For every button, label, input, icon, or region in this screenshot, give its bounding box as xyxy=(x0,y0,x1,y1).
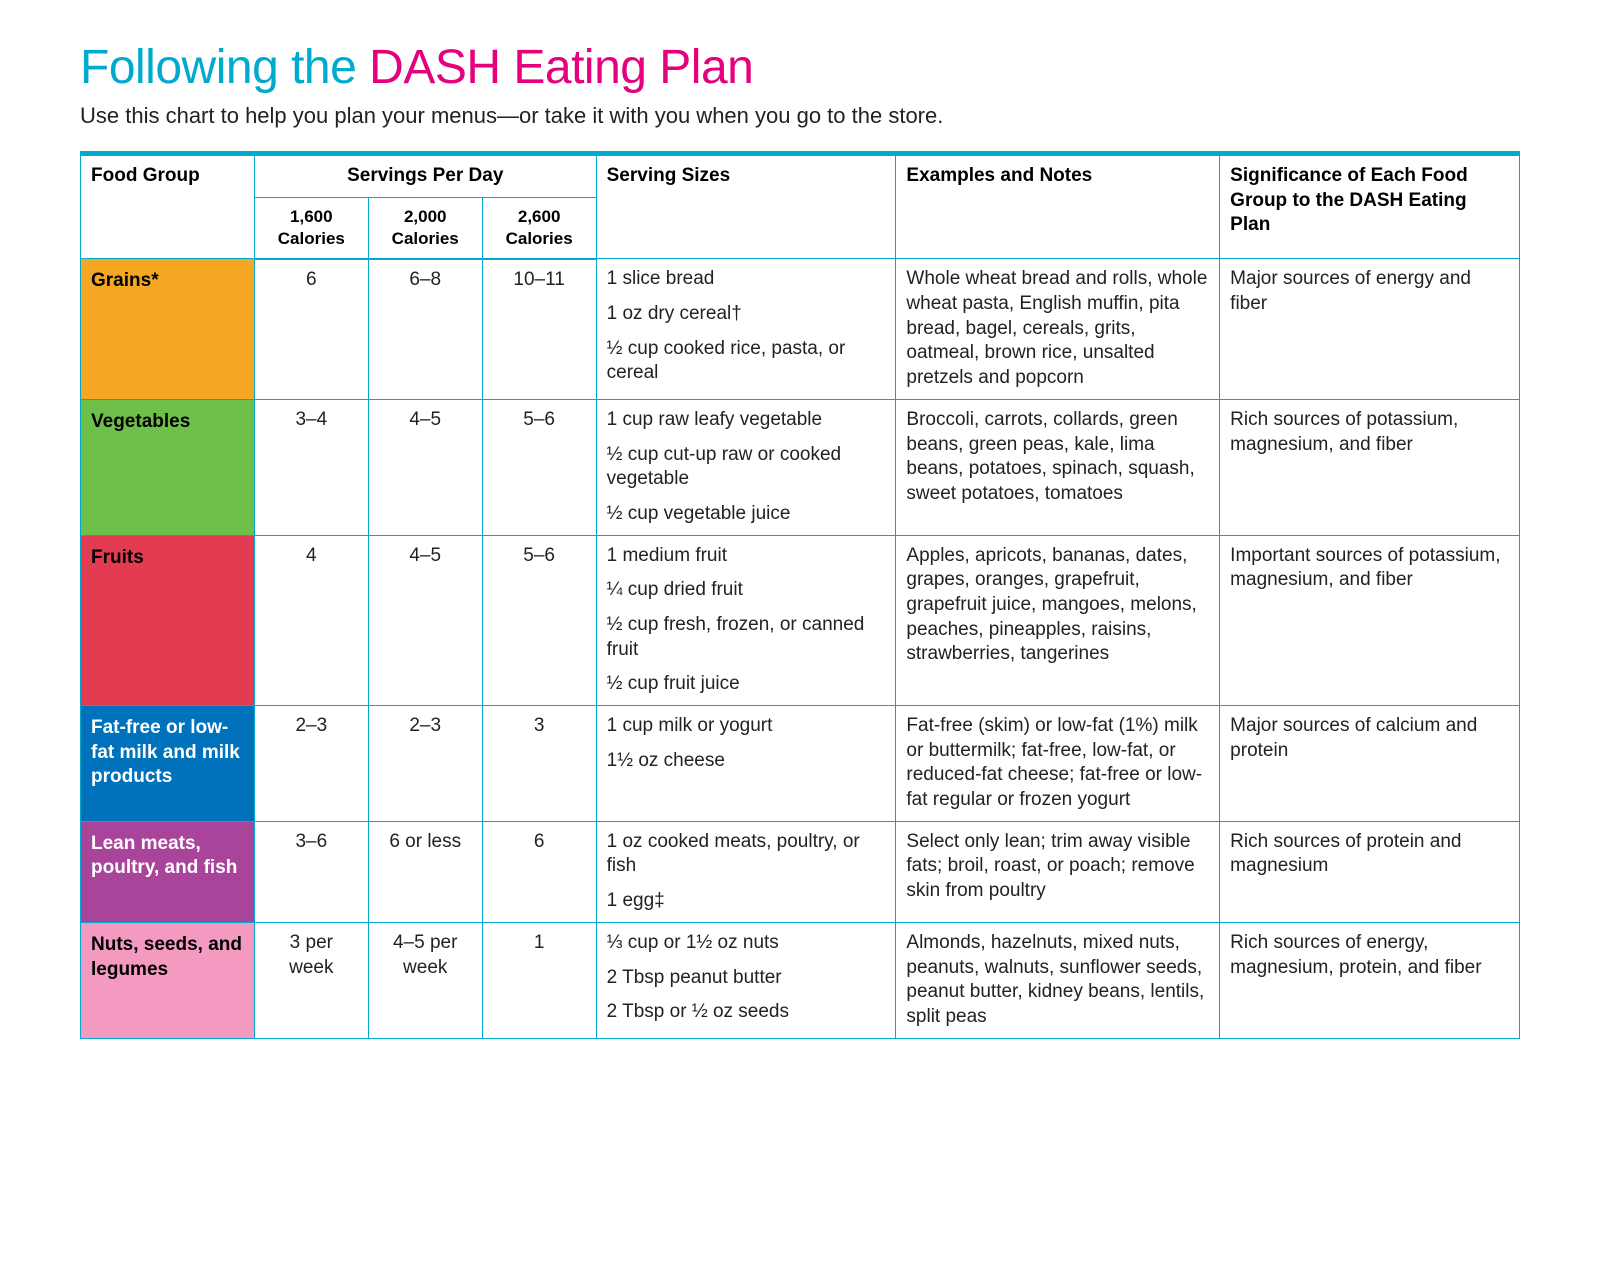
serving-size-line: 1 cup milk or yogurt xyxy=(607,714,886,739)
th-cal-2600: 2,600 Calories xyxy=(482,197,596,259)
significance-cell: Rich sources of potassium, magnesium, an… xyxy=(1220,399,1520,535)
th-cal-1600: 1,600 Calories xyxy=(254,197,368,259)
serving-size-line: 1 slice bread xyxy=(607,267,886,292)
servings-cell: 6–8 xyxy=(368,259,482,399)
th-cal-2000: 2,000 Calories xyxy=(368,197,482,259)
table-row: Fat-free or low-fat milk and milk produc… xyxy=(81,706,1520,822)
th-examples: Examples and Notes xyxy=(896,154,1220,259)
serving-size-line: 1 cup raw leafy vegetable xyxy=(607,408,886,433)
significance-cell: Rich sources of energy, magnesium, prote… xyxy=(1220,922,1520,1038)
serving-size-line: ½ cup fresh, frozen, or canned fruit xyxy=(607,613,886,662)
food-group-label: Fruits xyxy=(81,535,255,705)
servings-cell: 3 per week xyxy=(254,922,368,1038)
subtitle: Use this chart to help you plan your men… xyxy=(80,103,1520,129)
servings-cell: 4 xyxy=(254,535,368,705)
servings-cell: 3 xyxy=(482,706,596,822)
servings-cell: 1 xyxy=(482,922,596,1038)
servings-cell: 2–3 xyxy=(254,706,368,822)
th-servings: Servings Per Day xyxy=(254,154,596,198)
servings-cell: 5–6 xyxy=(482,535,596,705)
food-group-label: Nuts, seeds, and legumes xyxy=(81,922,255,1038)
significance-cell: Major sources of energy and fiber xyxy=(1220,259,1520,399)
servings-cell: 6 xyxy=(254,259,368,399)
examples-cell: Fat-free (skim) or low-fat (1%) milk or … xyxy=(896,706,1220,822)
title-part-1: Following the xyxy=(80,41,369,94)
th-sizes: Serving Sizes xyxy=(596,154,896,259)
food-group-label: Vegetables xyxy=(81,399,255,535)
serving-size-line: ⅓ cup or 1½ oz nuts xyxy=(607,931,886,956)
serving-size-line: 1 oz dry cereal† xyxy=(607,302,886,327)
examples-cell: Select only lean; trim away visible fats… xyxy=(896,821,1220,922)
th-food-group: Food Group xyxy=(81,154,255,259)
dash-table: Food Group Servings Per Day Serving Size… xyxy=(80,151,1520,1039)
servings-cell: 6 xyxy=(482,821,596,922)
serving-size-line: 2 Tbsp peanut butter xyxy=(607,966,886,991)
servings-cell: 3–4 xyxy=(254,399,368,535)
serving-size-line: 1 egg‡ xyxy=(607,889,886,914)
serving-size-line: ½ cup cooked rice, pasta, or cereal xyxy=(607,337,886,386)
serving-size-line: ½ cup vegetable juice xyxy=(607,502,886,527)
th-significance: Significance of Each Food Group to the D… xyxy=(1220,154,1520,259)
serving-sizes-cell: 1 oz cooked meats, poultry, or fish 1 egg… xyxy=(596,821,896,922)
examples-cell: Broccoli, carrots, collards, green beans… xyxy=(896,399,1220,535)
table-row: Grains*66–810–11 1 slice bread 1 oz dry ce… xyxy=(81,259,1520,399)
title-part-2: DASH Eating Plan xyxy=(369,41,753,94)
serving-size-line: ¼ cup dried fruit xyxy=(607,578,886,603)
examples-cell: Apples, apricots, bananas, dates, grapes… xyxy=(896,535,1220,705)
serving-size-line: ½ cup cut-up raw or cooked vegetable xyxy=(607,443,886,492)
servings-cell: 4–5 xyxy=(368,399,482,535)
servings-cell: 10–11 xyxy=(482,259,596,399)
page-title: Following the DASH Eating Plan xyxy=(80,40,1520,95)
examples-cell: Whole wheat bread and rolls, whole wheat… xyxy=(896,259,1220,399)
servings-cell: 3–6 xyxy=(254,821,368,922)
serving-size-line: 1½ oz cheese xyxy=(607,749,886,774)
food-group-label: Lean meats, poultry, and fish xyxy=(81,821,255,922)
significance-cell: Major sources of calcium and protein xyxy=(1220,706,1520,822)
serving-sizes-cell: ⅓ cup or 1½ oz nuts 2 Tbsp peanut butter 2… xyxy=(596,922,896,1038)
serving-size-line: 1 medium fruit xyxy=(607,544,886,569)
serving-sizes-cell: 1 cup raw leafy vegetable ½ cup cut-up ra… xyxy=(596,399,896,535)
table-row: Vegetables3–44–55–61 cup raw leafy veget… xyxy=(81,399,1520,535)
examples-cell: Almonds, hazelnuts, mixed nuts, peanuts,… xyxy=(896,922,1220,1038)
servings-cell: 5–6 xyxy=(482,399,596,535)
table-row: Fruits44–55–6 1 medium fruit ¼ cup dried f… xyxy=(81,535,1520,705)
servings-cell: 6 or less xyxy=(368,821,482,922)
food-group-label: Fat-free or low-fat milk and milk produc… xyxy=(81,706,255,822)
table-row: Nuts, seeds, and legumes3 per week4–5 pe… xyxy=(81,922,1520,1038)
significance-cell: Rich sources of protein and magnesium xyxy=(1220,821,1520,922)
servings-cell: 4–5 xyxy=(368,535,482,705)
serving-sizes-cell: 1 slice bread 1 oz dry cereal† ½ cup cooke… xyxy=(596,259,896,399)
servings-cell: 2–3 xyxy=(368,706,482,822)
serving-size-line: ½ cup fruit juice xyxy=(607,672,886,697)
significance-cell: Important sources of potassium, magnesiu… xyxy=(1220,535,1520,705)
serving-size-line: 2 Tbsp or ½ oz seeds xyxy=(607,1000,886,1025)
serving-sizes-cell: 1 cup milk or yogurt 1½ oz cheese xyxy=(596,706,896,822)
serving-size-line: 1 oz cooked meats, poultry, or fish xyxy=(607,830,886,879)
food-group-label: Grains* xyxy=(81,259,255,399)
servings-cell: 4–5 per week xyxy=(368,922,482,1038)
serving-sizes-cell: 1 medium fruit ¼ cup dried fruit ½ cup fre… xyxy=(596,535,896,705)
table-row: Lean meats, poultry, and fish3–66 or les… xyxy=(81,821,1520,922)
